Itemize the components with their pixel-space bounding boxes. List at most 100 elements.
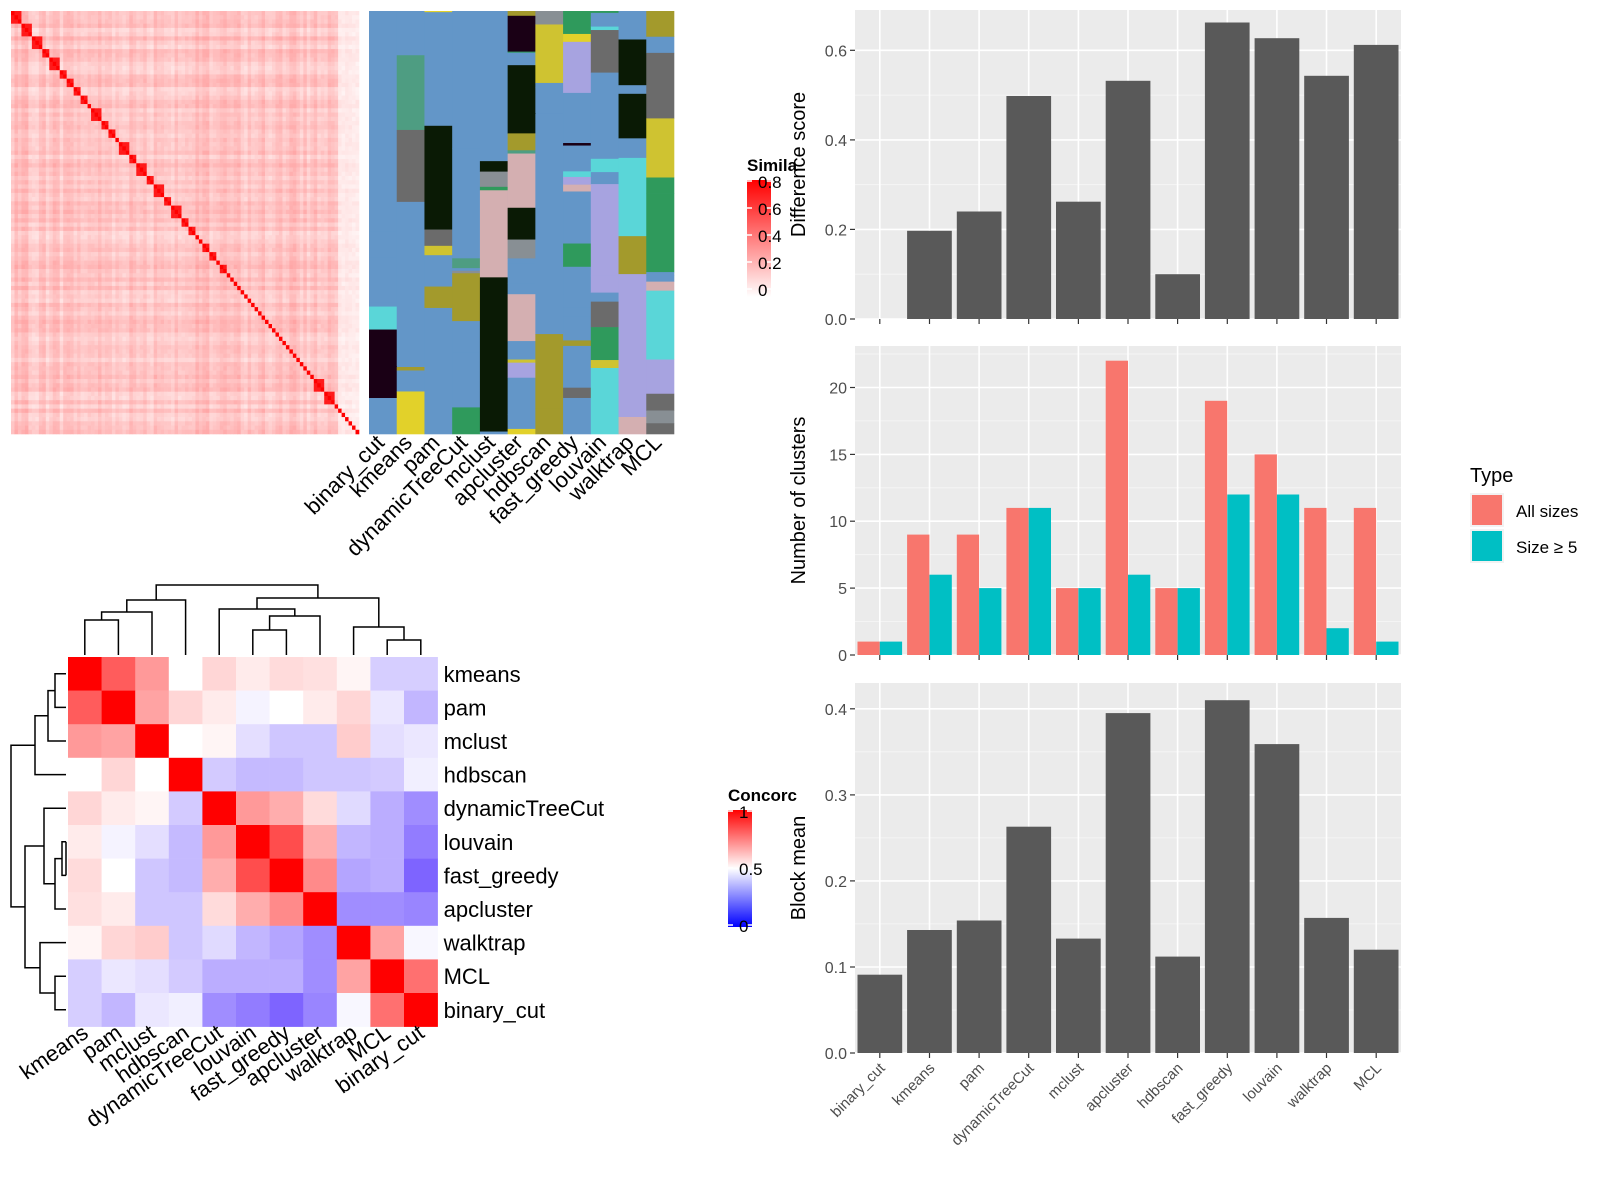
similarity-cell: [80, 201, 85, 206]
similarity-cell: [24, 125, 29, 130]
similarity-cell: [111, 167, 116, 173]
similarity-cell: [282, 99, 287, 105]
similarity-cell: [341, 142, 346, 147]
similarity-cell: [310, 163, 315, 168]
similarity-cell: [205, 32, 210, 37]
similarity-cell: [272, 180, 276, 185]
similarity-cell: [38, 44, 43, 50]
similarity-cell: [21, 36, 26, 41]
similarity-cell: [104, 104, 109, 109]
similarity-cell: [306, 70, 311, 75]
similarity-cell: [205, 61, 210, 67]
similarity-cell: [164, 137, 168, 143]
similarity-cell: [35, 197, 40, 202]
similarity-cell: [94, 19, 99, 24]
similarity-cell: [223, 40, 228, 46]
similarity-cell: [296, 163, 301, 168]
similarity-cell: [237, 180, 241, 185]
similarity-cell: [150, 163, 154, 168]
similarity-cell: [233, 184, 238, 189]
similarity-cell: [355, 167, 360, 173]
similarity-cell: [345, 192, 349, 198]
similarity-cell: [132, 32, 137, 37]
similarity-cell: [352, 40, 356, 46]
similarity-cell: [202, 201, 207, 206]
similarity-cell: [38, 146, 43, 151]
similarity-cell: [251, 167, 255, 173]
similarity-cell: [247, 91, 252, 96]
similarity-cell: [108, 116, 113, 122]
similarity-cell: [174, 44, 179, 50]
similarity-cell: [164, 49, 168, 54]
similarity-cell: [38, 167, 43, 173]
similarity-cell: [348, 70, 353, 75]
similarity-cell: [251, 159, 255, 164]
similarity-cell: [223, 99, 228, 105]
similarity-cell: [275, 175, 280, 181]
similarity-cell: [132, 53, 137, 58]
similarity-cell: [254, 180, 259, 185]
similarity-cell: [21, 53, 26, 58]
similarity-cell: [261, 180, 266, 185]
similarity-cell: [191, 40, 196, 46]
similarity-cell: [77, 112, 81, 118]
similarity-cell: [310, 11, 315, 16]
similarity-cell: [167, 112, 172, 118]
similarity-cell: [101, 44, 106, 50]
similarity-cell: [289, 171, 294, 177]
similarity-cell: [146, 184, 151, 189]
similarity-cell: [240, 19, 245, 24]
similarity-cell: [118, 116, 123, 122]
similarity-cell: [202, 95, 207, 101]
similarity-cell: [327, 23, 332, 29]
similarity-cell: [174, 154, 179, 160]
similarity-cell: [118, 120, 123, 126]
similarity-cell: [52, 82, 57, 88]
similarity-cell: [185, 44, 189, 50]
similarity-cell: [11, 125, 15, 130]
similarity-cell: [181, 87, 186, 92]
similarity-cell: [352, 180, 356, 185]
similarity-cell: [247, 99, 252, 105]
similarity-cell: [240, 95, 245, 101]
similarity-cell: [28, 32, 33, 37]
similarity-cell: [247, 205, 252, 211]
similarity-cell: [272, 116, 276, 122]
similarity-cell: [223, 129, 228, 134]
similarity-cell: [101, 137, 106, 143]
similarity-cell: [191, 184, 196, 189]
similarity-cell: [313, 112, 318, 118]
similarity-cell: [275, 57, 280, 63]
similarity-cell: [212, 95, 217, 101]
similarity-cell: [150, 87, 154, 92]
similarity-cell: [226, 11, 231, 16]
similarity-cell: [31, 65, 36, 71]
similarity-cell: [292, 133, 297, 139]
similarity-cell: [209, 40, 214, 46]
similarity-cell: [181, 104, 186, 109]
similarity-cell: [49, 209, 54, 215]
similarity-cell: [139, 82, 144, 88]
similarity-cell: [171, 23, 175, 29]
similarity-cell: [59, 15, 64, 20]
similarity-cell: [73, 53, 78, 58]
similarity-cell: [341, 78, 346, 84]
similarity-cell: [80, 40, 85, 46]
similarity-cell: [338, 142, 342, 147]
similarity-cell: [272, 74, 276, 79]
similarity-cell: [202, 129, 207, 134]
similarity-cell: [98, 23, 102, 29]
similarity-cell: [132, 197, 137, 202]
similarity-cell: [244, 65, 248, 71]
similarity-cell: [317, 70, 322, 75]
similarity-cell: [17, 78, 22, 84]
similarity-cell: [310, 180, 315, 185]
similarity-cell: [14, 197, 19, 202]
similarity-cell: [278, 159, 283, 164]
similarity-cell: [108, 44, 113, 50]
similarity-cell: [275, 15, 280, 20]
similarity-cell: [59, 91, 64, 96]
similarity-cell: [251, 65, 255, 71]
similarity-cell: [237, 112, 241, 118]
similarity-cell: [327, 19, 332, 24]
